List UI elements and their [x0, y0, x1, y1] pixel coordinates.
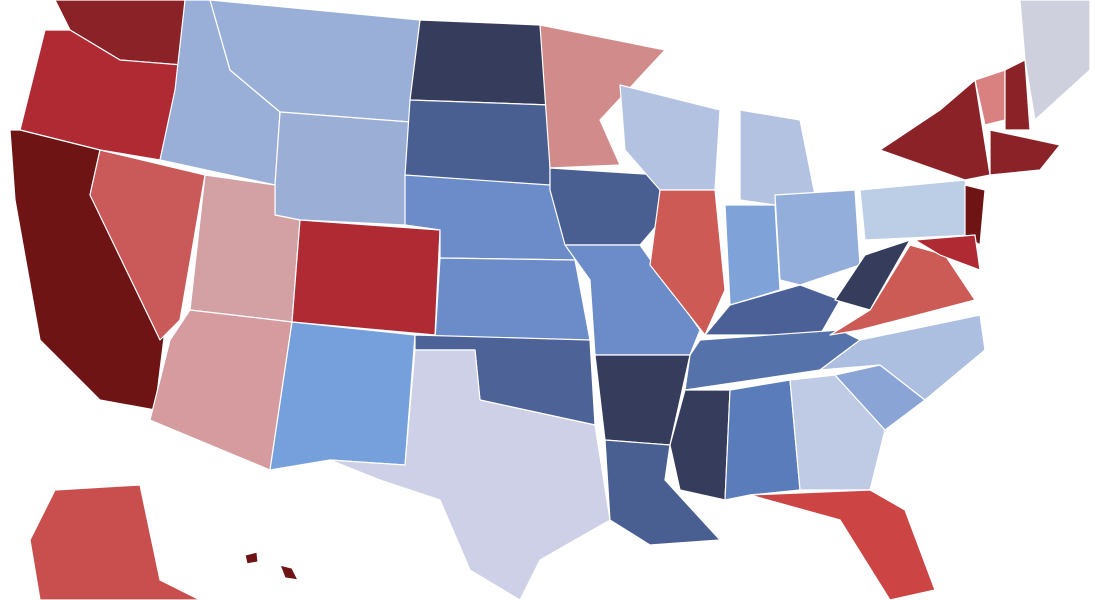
state [274, 111, 411, 226]
state [819, 314, 986, 401]
state [964, 184, 986, 246]
state [539, 24, 666, 169]
state [724, 204, 781, 306]
state [859, 179, 976, 241]
state [724, 379, 801, 501]
state [291, 219, 441, 336]
state [789, 374, 886, 491]
state [434, 257, 591, 341]
state [409, 19, 551, 106]
state [29, 484, 201, 600]
state [989, 129, 1061, 176]
state [149, 309, 293, 471]
state [1004, 59, 1031, 131]
state [89, 149, 206, 341]
state [914, 234, 981, 271]
state [834, 239, 911, 311]
state [279, 564, 299, 581]
state [879, 79, 991, 181]
state [749, 489, 936, 600]
state [649, 189, 726, 336]
state [9, 129, 166, 411]
state [1019, 0, 1091, 121]
state [774, 189, 861, 286]
state [269, 321, 416, 471]
state [244, 551, 259, 565]
